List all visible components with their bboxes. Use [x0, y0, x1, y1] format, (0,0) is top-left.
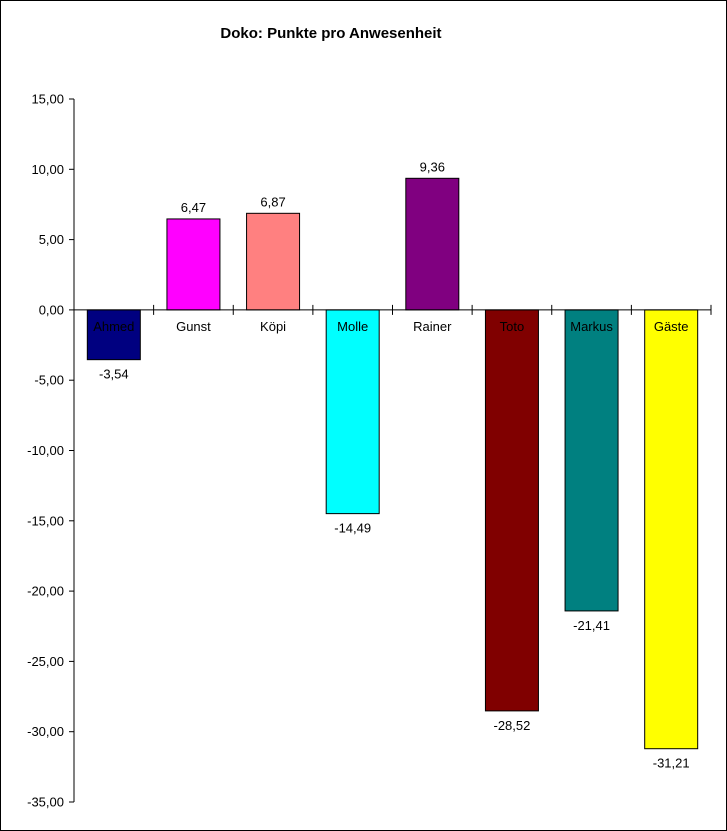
bar-2 [247, 213, 300, 310]
bar-1 [167, 219, 220, 310]
data-label: -28,52 [494, 718, 531, 733]
data-label: 9,36 [420, 159, 445, 174]
chart-title: Doko: Punkte pro Anwesenheit [220, 25, 441, 42]
bars [87, 178, 697, 748]
bar-5 [485, 310, 538, 711]
category-label: Toto [500, 319, 525, 334]
y-tick-label: 5,00 [39, 232, 64, 247]
category-label: Ahmed [93, 319, 134, 334]
data-label: 6,47 [181, 200, 206, 215]
data-label: -21,41 [573, 618, 610, 633]
category-label: Markus [570, 319, 613, 334]
y-tick-label: -5,00 [34, 373, 64, 388]
bar-0 [87, 310, 140, 360]
bar-6 [565, 310, 618, 611]
y-tick-label: -30,00 [27, 724, 64, 739]
y-tick-label: 15,00 [31, 92, 64, 107]
y-tick-label: -15,00 [27, 513, 64, 528]
data-label: -14,49 [334, 521, 371, 536]
data-label: -31,21 [653, 756, 690, 771]
bar-4 [406, 178, 459, 310]
y-tick-label: 0,00 [39, 302, 64, 317]
bar-3 [326, 310, 379, 514]
y-tick-label: -20,00 [27, 584, 64, 599]
data-label: -3,54 [99, 367, 129, 382]
data-label: 6,87 [260, 194, 285, 209]
category-label: Gunst [176, 319, 211, 334]
category-label: Rainer [413, 319, 452, 334]
y-axis: 15,00 10,00 5,00 0,00 -5,00 -10,00 -15,00 -20,0… [27, 92, 74, 810]
bar-7 [645, 310, 698, 749]
y-tick-label: 10,00 [31, 162, 64, 177]
y-tick-label: -10,00 [27, 443, 64, 458]
category-label: Molle [337, 319, 368, 334]
category-labels: Ahmed Gunst Köpi Molle Rainer Toto Markus Gäste [93, 319, 688, 334]
y-tick-label: -35,00 [27, 795, 64, 810]
category-label: Gäste [654, 319, 689, 334]
category-label: Köpi [260, 319, 286, 334]
y-tick-label: -25,00 [27, 654, 64, 669]
